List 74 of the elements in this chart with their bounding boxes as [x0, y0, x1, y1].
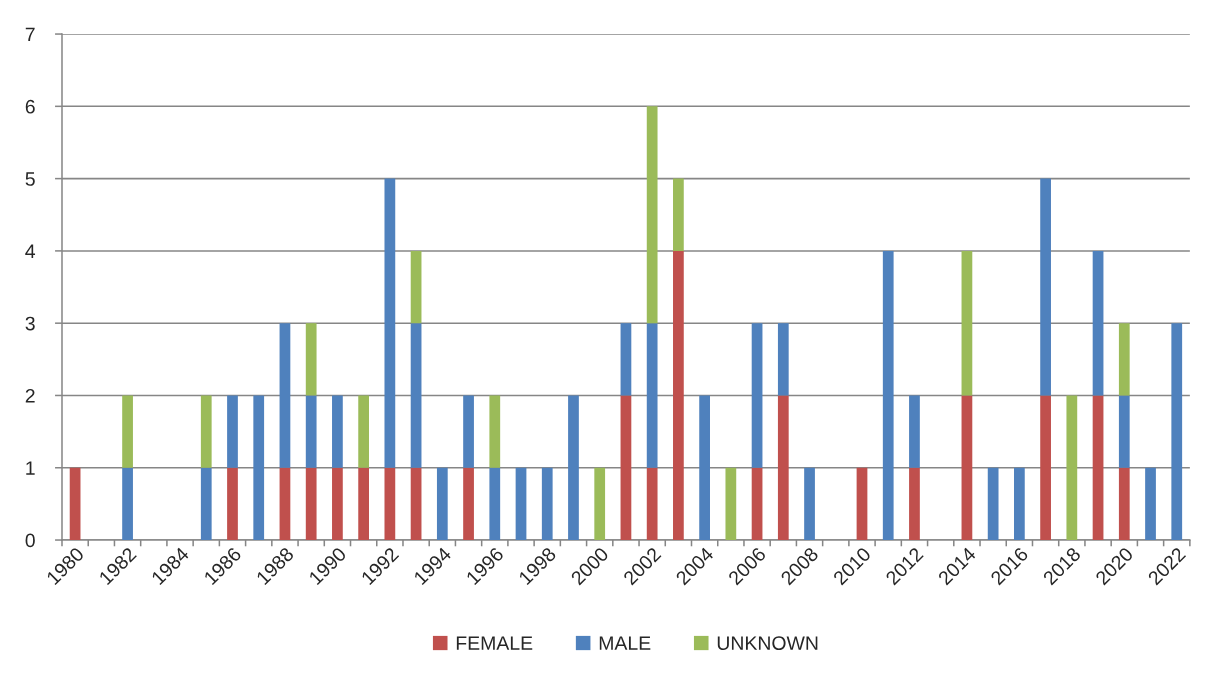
bar — [463, 467, 474, 541]
y-tick-label: 6 — [25, 99, 35, 114]
bar — [200, 395, 212, 468]
bar — [253, 395, 265, 541]
bar — [384, 178, 396, 468]
bar — [909, 395, 920, 468]
legend-label: MALE — [599, 636, 651, 650]
bar — [673, 250, 684, 541]
bar — [646, 467, 658, 541]
y-tick-label: 0 — [25, 533, 35, 548]
bar — [699, 395, 710, 541]
legend-label: FEMALE — [456, 636, 533, 650]
y-tick-label: 5 — [25, 172, 35, 186]
y-tick-label: 7 — [25, 27, 35, 42]
bar — [122, 395, 133, 468]
bar — [568, 395, 579, 541]
bar — [384, 467, 396, 541]
bar — [751, 323, 763, 468]
bar — [1066, 395, 1078, 541]
bar — [725, 467, 737, 541]
y-tick-label: 2 — [25, 388, 35, 403]
bar — [1118, 323, 1130, 396]
bar — [279, 467, 291, 541]
bar — [1014, 467, 1025, 541]
bar — [1040, 395, 1051, 541]
bar — [673, 178, 684, 251]
bar — [358, 467, 370, 541]
bar — [410, 250, 422, 324]
bar — [463, 395, 474, 468]
bar — [515, 467, 527, 541]
bar — [961, 395, 973, 541]
bar — [332, 467, 343, 541]
bar — [646, 323, 658, 468]
bar — [332, 395, 343, 468]
bar — [541, 467, 553, 541]
bar — [358, 395, 370, 468]
bar — [305, 467, 317, 541]
bar — [620, 323, 632, 396]
bar — [305, 323, 317, 396]
bar — [751, 467, 763, 541]
bar — [594, 467, 606, 541]
bar — [909, 467, 920, 541]
bar — [646, 106, 658, 324]
y-tick-label: 1 — [26, 461, 35, 475]
bar — [961, 250, 973, 396]
bar — [1118, 395, 1130, 468]
bar — [122, 467, 133, 541]
y-tick-label: 3 — [25, 316, 35, 331]
bar — [777, 323, 789, 396]
bar — [200, 467, 212, 541]
bar — [489, 467, 501, 541]
bar — [777, 395, 789, 541]
legend-label: UNKNOWN — [717, 636, 818, 650]
bar — [1118, 467, 1130, 541]
bar — [1092, 395, 1104, 541]
y-tick-label: 4 — [25, 244, 36, 258]
bar — [1040, 178, 1051, 396]
bar — [882, 250, 894, 541]
bar — [987, 467, 999, 541]
bar — [436, 467, 448, 541]
bar — [620, 395, 632, 541]
bar — [1145, 467, 1156, 541]
bar — [69, 467, 81, 541]
bar — [410, 467, 422, 541]
bar — [227, 395, 238, 468]
bar — [489, 395, 501, 468]
bar — [279, 323, 291, 468]
bar — [1171, 323, 1183, 541]
bar — [227, 467, 238, 541]
bar — [410, 323, 422, 468]
bar — [1092, 250, 1104, 396]
bar — [305, 395, 317, 468]
bar — [804, 467, 815, 541]
bar — [856, 467, 868, 541]
